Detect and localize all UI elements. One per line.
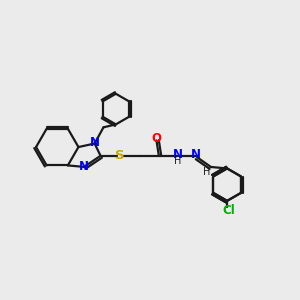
Text: Cl: Cl (222, 204, 235, 218)
Text: H: H (203, 167, 210, 177)
Text: N: N (79, 160, 89, 173)
Text: N: N (90, 136, 100, 149)
Text: N: N (191, 148, 201, 161)
Text: H: H (174, 156, 182, 166)
Text: S: S (115, 149, 124, 162)
Text: N: N (173, 148, 183, 160)
Text: O: O (151, 132, 161, 145)
